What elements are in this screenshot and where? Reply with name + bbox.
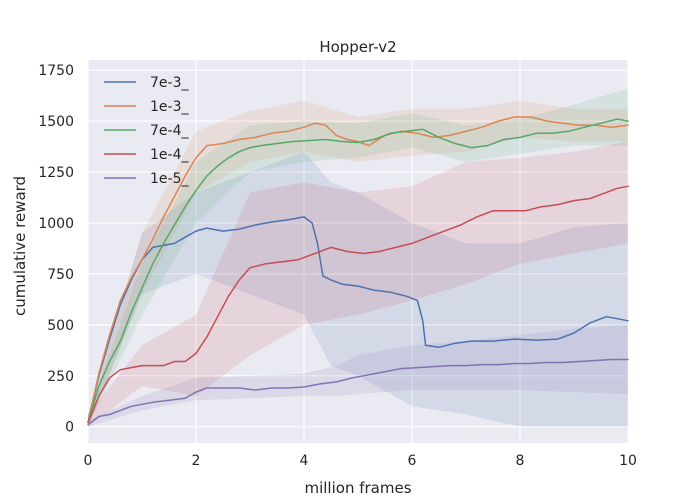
- y-tick-label: 1250: [38, 165, 74, 181]
- confidence-band-7e4: [88, 88, 628, 427]
- y-axis-ticks: 0 250 500 750 1000 1250 1500 1750: [38, 63, 74, 436]
- series-line-7e4: [87, 118, 629, 424]
- series-line-1e3: [87, 116, 629, 424]
- x-tick-label: 0: [84, 453, 93, 469]
- confidence-band-7e3: [88, 151, 628, 427]
- legend-label: 1e-3_: [150, 99, 189, 115]
- confidence-bands: [88, 88, 628, 427]
- y-tick-label: 1500: [38, 114, 74, 130]
- x-axis-ticks: 0 2 4 6 8 10: [84, 453, 637, 469]
- legend-label: 1e-4_: [150, 147, 189, 163]
- y-tick-label: 500: [47, 318, 74, 334]
- x-tick-label: 10: [619, 453, 637, 469]
- legend: 7e-3_ 1e-3_ 7e-4_ 1e-4_ 1e-5_: [104, 75, 189, 187]
- y-axis-label: cumulative reward: [11, 176, 29, 316]
- series-line-1e5: [87, 358, 629, 426]
- legend-label: 7e-4_: [150, 123, 189, 139]
- confidence-band-1e3: [88, 100, 628, 427]
- y-tick-label: 750: [47, 267, 74, 283]
- y-tick-label: 250: [47, 369, 74, 385]
- y-tick-label: 0: [65, 420, 74, 436]
- gridlines: [87, 60, 629, 443]
- series-line-1e4: [87, 185, 629, 424]
- legend-label: 1e-5_: [150, 171, 189, 187]
- y-tick-label: 1750: [38, 63, 74, 79]
- legend-label: 7e-3_: [150, 75, 189, 91]
- confidence-band-1e4: [88, 141, 628, 427]
- x-tick-label: 6: [408, 453, 417, 469]
- chart-title: Hopper-v2: [319, 38, 396, 56]
- plot-area: [88, 60, 628, 443]
- y-tick-label: 1000: [38, 216, 74, 232]
- confidence-band-1e5: [88, 324, 628, 427]
- series-lines: [87, 116, 629, 426]
- x-tick-label: 4: [300, 453, 309, 469]
- x-axis-label: million frames: [304, 479, 411, 497]
- x-tick-label: 8: [516, 453, 525, 469]
- x-tick-label: 2: [192, 453, 201, 469]
